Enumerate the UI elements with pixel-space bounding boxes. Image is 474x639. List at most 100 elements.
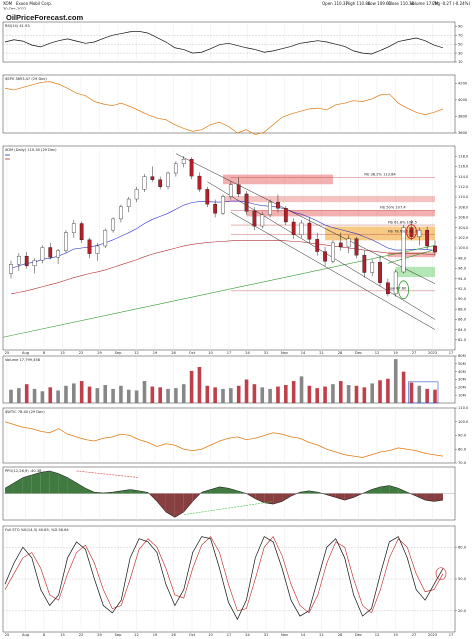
volume-bar [134, 390, 139, 403]
candle-up [331, 242, 335, 262]
y-tick-label: 96.0 [458, 267, 467, 271]
y-tick-label: 10 [458, 60, 463, 64]
x-axis-label-bottom: 14 [301, 633, 306, 637]
volume-bar [166, 388, 170, 403]
volume-bar [433, 389, 437, 403]
macd-area [282, 493, 292, 502]
candle-down [158, 179, 163, 187]
volume-bar [17, 388, 21, 403]
x-axis-label: 22 [79, 351, 84, 355]
volume-bar [205, 385, 210, 403]
x-axis-label-bottom: Dec [355, 633, 362, 637]
y-tick-label: 3800 [458, 115, 468, 119]
x-axis-label-bottom: 22 [79, 633, 84, 637]
green-ellipse [398, 280, 409, 300]
fib-annotation: Low 87.60 [388, 286, 407, 290]
y-tick-label: 40M [458, 370, 466, 374]
candle-down [362, 254, 367, 273]
macd-area [344, 493, 354, 501]
y-tick-label: 110.0 [458, 406, 469, 410]
volume-bar [315, 388, 320, 403]
y-tick-label: 94.0 [458, 277, 467, 281]
panels: RSI(14) 41.93 90 70 50 30 10 $SPX 3893.47 (29 … [2, 21, 469, 637]
volume-bar [181, 384, 186, 403]
support-zone [395, 266, 435, 278]
volume-bar [425, 388, 429, 403]
y-tick-label: 106.0 [458, 216, 469, 220]
volume-bar [268, 388, 272, 403]
x-axis-label-bottom: 21 [319, 633, 324, 637]
header-chg: Chg -0.27 (-0.24%) [432, 1, 470, 6]
volume-bar [260, 387, 265, 403]
volume-bar [174, 388, 178, 403]
x-axis-label: Nov [281, 351, 289, 355]
candle-down [378, 262, 382, 283]
candle-down [291, 221, 296, 235]
macd-area [380, 485, 390, 494]
x-axis-label-bottom: 31 [264, 633, 269, 637]
y-tick-label: 92.0 [458, 287, 467, 291]
x-axis-label: Dec [355, 351, 362, 355]
x-axis-label-bottom: Aug [22, 633, 29, 637]
macd-area [130, 489, 140, 494]
x-axis-label: 29 [97, 351, 102, 355]
volume-bar [119, 385, 123, 403]
y-tick-label: 80.0 [458, 545, 467, 549]
candle-down [354, 238, 359, 256]
x-axis-label-bottom: Sep [115, 633, 122, 637]
macd-area [264, 493, 274, 505]
volume-bar [111, 388, 115, 403]
macd-area [228, 488, 238, 494]
candle-down [386, 282, 390, 295]
y-tick-label: 70.0 [458, 461, 467, 465]
x-axis-label-bottom: 27 [412, 633, 417, 637]
y-tick-label: 30M [458, 378, 466, 382]
y-tick-label: 88.0 [458, 307, 467, 311]
y-tick-label: 90.0 [458, 434, 467, 438]
y-tick-label: 114.0 [458, 175, 469, 179]
macd-area [112, 490, 122, 494]
rsi-label: RSI(14) 41.93 [5, 24, 30, 28]
candle-up [166, 172, 170, 187]
fib-annotation: Fib 38.2% 113.84 [364, 173, 396, 177]
volume-bar [9, 389, 13, 403]
x-axis-label-bottom: Oct [189, 633, 196, 637]
y-tick-label: 98.0 [458, 256, 467, 260]
header-volume: Volume 17.7M [410, 1, 439, 6]
channel-lower-2 [230, 212, 436, 330]
spx-label: $SPX 3893.47 (29 Dec) [5, 77, 47, 81]
macd-area [174, 493, 184, 518]
volume-bar [213, 387, 217, 403]
spx-line [4, 81, 444, 136]
x-axis-label: 17 [227, 351, 232, 355]
volume-bar [409, 382, 414, 403]
candle-up [417, 229, 422, 237]
candle-up [9, 264, 13, 274]
candle-down [236, 184, 241, 195]
volume-bar [189, 370, 194, 403]
candle-down [79, 223, 84, 241]
y-tick-label: 82.0 [458, 338, 467, 342]
y-tick-label: 60M [458, 354, 466, 358]
volume-bar [291, 381, 296, 403]
volume-bar [64, 385, 68, 403]
y-tick-label: 4200 [458, 81, 468, 85]
fib-annotation: Fib 61.8% 104.5 [388, 221, 417, 225]
candle-down [48, 247, 53, 258]
volume-bar [276, 386, 280, 403]
volume-bar [24, 384, 29, 403]
volume-bar [48, 387, 53, 403]
volume-bar [95, 388, 100, 403]
x-axis-label-bottom: 17 [449, 633, 454, 637]
y-tick-label: 108.0 [458, 205, 469, 209]
candle-down [323, 251, 327, 262]
y-tick-label: 50M [458, 362, 466, 366]
candle-up [174, 163, 178, 174]
x-axis-label: 26 [171, 351, 176, 355]
candle-down [150, 176, 155, 180]
macd-line [4, 470, 444, 518]
sto-label: Full STO %K(14,3) 40.65, %D 56.64 [5, 528, 69, 532]
x-axis-label-bottom: 28 [338, 633, 343, 637]
y-tick-label: 116.0 [458, 165, 469, 169]
candle-down [24, 255, 29, 267]
